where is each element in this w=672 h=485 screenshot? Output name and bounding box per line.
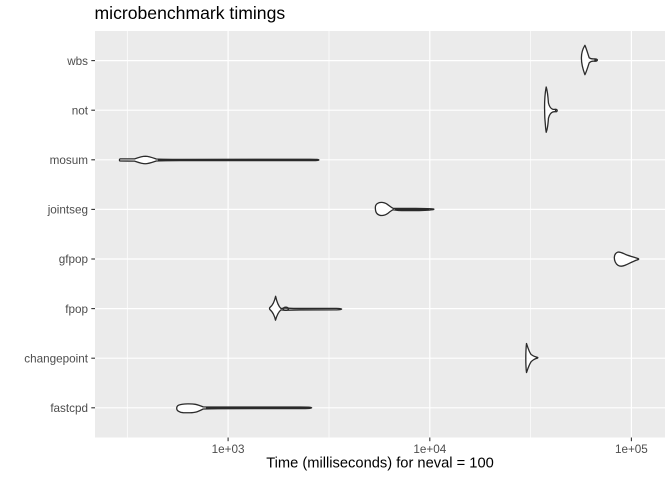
svg-text:changepoint: changepoint <box>24 352 88 365</box>
svg-text:not: not <box>72 104 89 117</box>
svg-text:1e+03: 1e+03 <box>212 443 245 456</box>
svg-text:fpop: fpop <box>65 303 88 316</box>
svg-text:wbs: wbs <box>66 55 88 68</box>
svg-text:microbenchmark timings: microbenchmark timings <box>95 3 286 23</box>
svg-text:mosum: mosum <box>50 154 88 167</box>
svg-text:1e+04: 1e+04 <box>413 443 446 456</box>
svg-text:jointseg: jointseg <box>47 204 88 217</box>
svg-text:1e+05: 1e+05 <box>615 443 648 456</box>
svg-text:fastcpd: fastcpd <box>50 402 88 415</box>
svg-text:gfpop: gfpop <box>59 253 89 266</box>
svg-text:Time (milliseconds) for neval: Time (milliseconds) for neval = 100 <box>266 456 494 472</box>
